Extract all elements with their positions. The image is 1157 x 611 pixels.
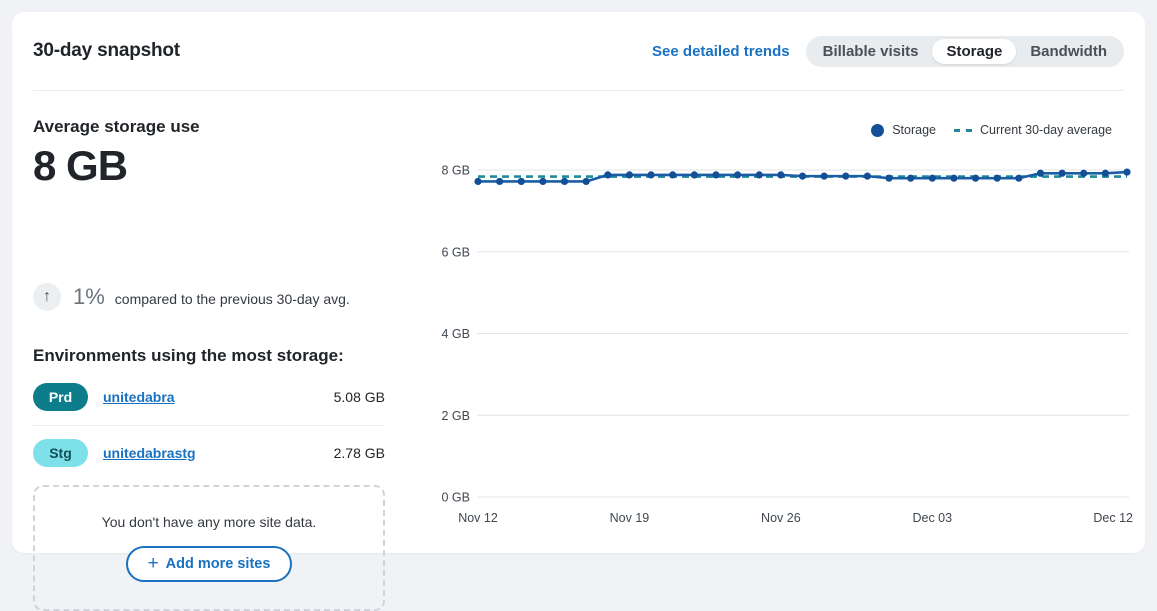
svg-text:Nov 12: Nov 12 (458, 511, 498, 525)
see-detailed-trends-link[interactable]: See detailed trends (652, 42, 790, 60)
header-divider (33, 90, 1124, 91)
env-storage-value: 5.08 GB (333, 389, 385, 405)
summary-panel: Average storage use 8 GB ↑ 1% compared t… (33, 90, 385, 611)
add-more-sites-button[interactable]: + Add more sites (125, 546, 293, 582)
storage-chart-area: Storage Current 30-day average 0 GB 2 GB 4… (420, 90, 1142, 553)
legend-item-storage: Storage (871, 123, 936, 137)
delta-description: compared to the previous 30-day avg. (114, 290, 350, 307)
environments-heading: Environments using the most storage: (33, 346, 344, 365)
header-actions: See detailed trends Billable visits Stor… (652, 35, 1124, 67)
svg-text:Dec 12: Dec 12 (1093, 511, 1133, 525)
legend-label-average: Current 30-day average (979, 123, 1112, 137)
svg-text:8 GB: 8 GB (442, 164, 471, 178)
svg-text:2 GB: 2 GB (442, 409, 471, 423)
page-title: 30-day snapshot (33, 40, 180, 61)
chart-legend: Storage Current 30-day average (871, 123, 1112, 137)
average-dashed-line-icon (953, 128, 972, 132)
svg-text:Nov 19: Nov 19 (610, 511, 650, 525)
empty-sites-box: You don't have any more site data. + Add… (33, 485, 385, 611)
summary-heading: Average storage use (33, 117, 200, 136)
tab-billable-visits[interactable]: Billable visits (822, 42, 919, 60)
tab-bandwidth[interactable]: Bandwidth (1030, 42, 1107, 60)
env-badge-prd: Prd (33, 383, 88, 411)
snapshot-card: 30-day snapshot See detailed trends Bill… (12, 12, 1145, 611)
arrow-up-icon: ↑ (33, 283, 61, 311)
average-storage-value: 8 GB (33, 142, 128, 189)
storage-line-chart: 0 GB 2 GB 4 GB 6 GB 8 GB Nov 12 Nov 19 Nov 26 De… (442, 164, 1134, 526)
env-row-divider (33, 425, 385, 426)
delta-percentage: 1% (73, 284, 105, 309)
svg-text:6 GB: 6 GB (442, 245, 471, 259)
svg-text:Dec 03: Dec 03 (912, 511, 952, 525)
legend-item-average: Current 30-day average (953, 123, 1112, 137)
env-badge-stg: Stg (33, 439, 88, 467)
card-header: 30-day snapshot See detailed trends Bill… (12, 12, 1145, 90)
tab-storage[interactable]: Storage (932, 38, 1017, 64)
add-more-sites-label: Add more sites (165, 556, 271, 572)
metric-tab-group: Billable visits Storage Bandwidth (805, 35, 1124, 67)
plus-icon: + (147, 552, 159, 574)
env-link-unitedabra[interactable]: unitedabra (103, 389, 175, 405)
empty-sites-message: You don't have any more site data. (101, 514, 317, 530)
svg-text:Nov 26: Nov 26 (761, 511, 801, 525)
env-row-production: Prd unitedabra 5.08 GB (33, 383, 385, 411)
svg-text:4 GB: 4 GB (442, 327, 471, 341)
svg-text:0 GB: 0 GB (442, 491, 471, 505)
storage-series-dot-icon (871, 123, 885, 137)
env-row-staging: Stg unitedabrastg 2.78 GB (33, 439, 385, 467)
legend-label-storage: Storage (892, 123, 936, 137)
env-link-unitedabrastg[interactable]: unitedabrastg (103, 445, 196, 461)
env-storage-value: 2.78 GB (333, 445, 385, 461)
delta-row: ↑ 1% compared to the previous 30-day avg… (33, 283, 350, 311)
